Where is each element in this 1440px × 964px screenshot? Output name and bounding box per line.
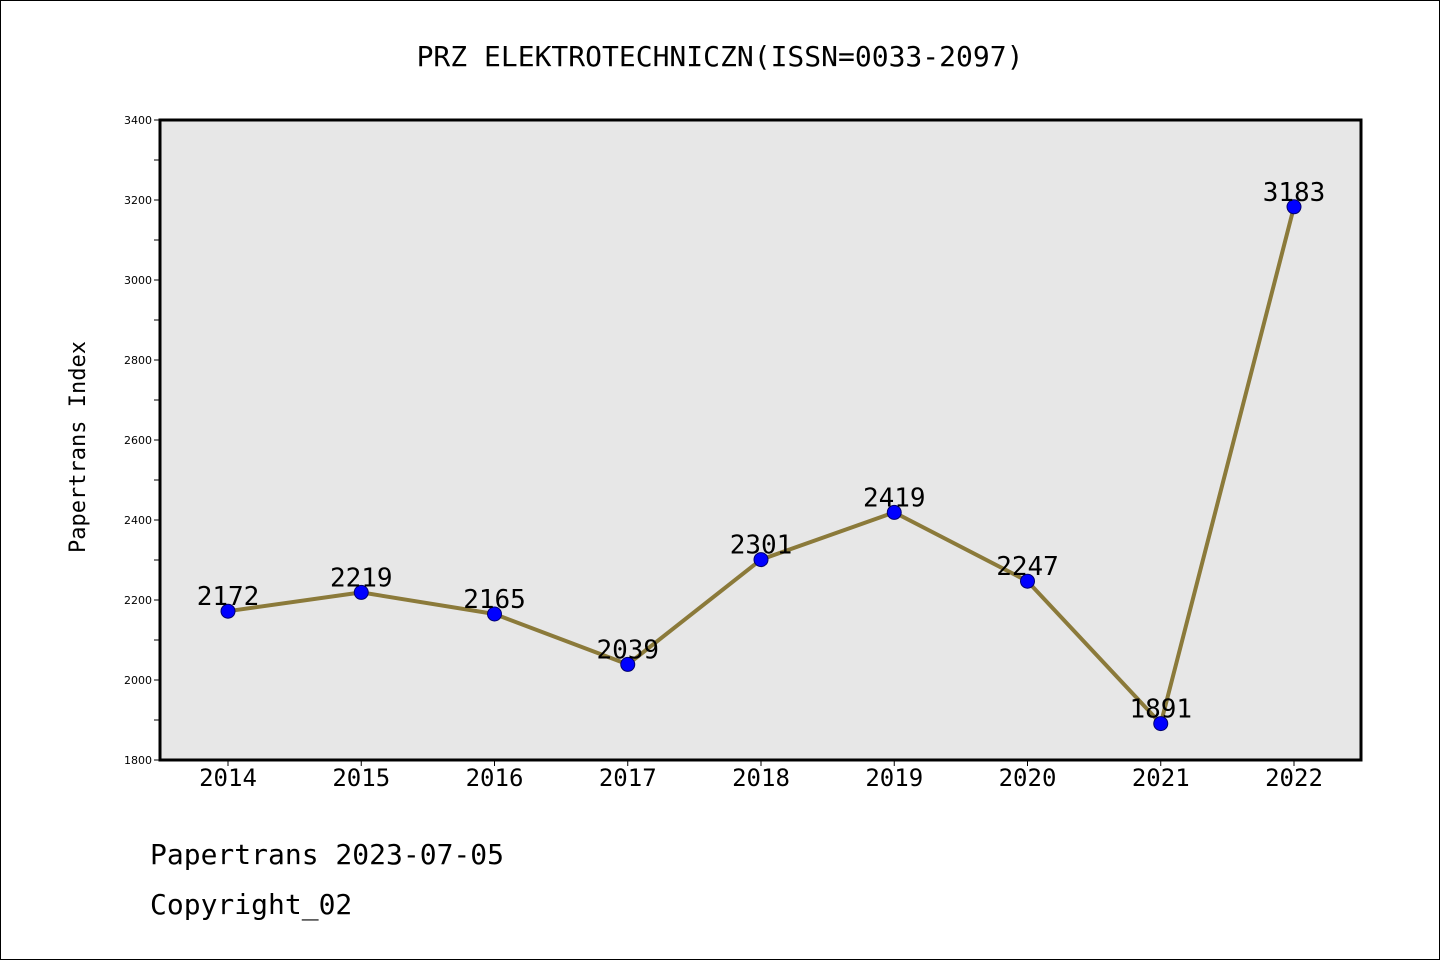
y-tick-label: 2400 — [124, 514, 152, 527]
data-point — [1286, 199, 1302, 215]
data-label: 2301 — [730, 531, 793, 561]
x-tick-label: 2014 — [199, 764, 257, 792]
footer-source: Papertrans 2023-07-05 — [150, 838, 504, 871]
data-label: 2247 — [996, 552, 1059, 582]
data-point — [487, 606, 502, 622]
data-point — [1153, 716, 1169, 732]
data-point — [886, 504, 902, 520]
data-label: 2165 — [463, 585, 526, 615]
data-point — [753, 552, 769, 568]
y-tick-label: 2200 — [124, 594, 152, 607]
chart-title: PRZ ELEKTROTECHNICZN(ISSN=0033-2097) — [417, 40, 1024, 73]
footer-copyright: Copyright_02 — [150, 888, 352, 922]
y-tick-label: 3400 — [124, 114, 152, 127]
plot-area — [158, 118, 1363, 762]
data-labels: 2172 2219 2165 2039 2301 2419 2247 1891 3183 — [197, 178, 1326, 725]
data-point — [220, 603, 236, 619]
x-tick-label: 2021 — [1132, 764, 1190, 792]
x-tick-label: 2018 — [732, 764, 790, 792]
x-tick-label: 2016 — [466, 764, 524, 792]
y-axis-label: Papertrans Index — [66, 341, 91, 553]
x-tick-label: 2015 — [332, 764, 390, 792]
y-tick-label: 2000 — [124, 674, 152, 687]
data-point — [1020, 573, 1035, 589]
data-point — [620, 656, 636, 672]
data-label: 2219 — [330, 563, 393, 593]
x-tick-label: 2019 — [865, 764, 923, 792]
x-tick-label: 2022 — [1265, 764, 1323, 792]
data-point — [353, 584, 369, 600]
data-label: 1891 — [1129, 695, 1192, 725]
data-label: 2039 — [596, 635, 659, 665]
data-markers — [220, 199, 1302, 732]
data-label: 3183 — [1263, 178, 1326, 208]
x-tick-label: 2017 — [599, 764, 657, 792]
x-tick-label: 2020 — [999, 764, 1057, 792]
y-tick-label: 1800 — [124, 754, 152, 767]
y-tick-label: 3200 — [124, 194, 152, 207]
y-tick-label: 3000 — [124, 274, 152, 287]
y-tick-label: 2600 — [124, 434, 152, 447]
y-axis: 1800 2000 2200 2400 2600 2800 3000 3200 3400 — [124, 114, 160, 767]
y-tick-label: 2800 — [124, 354, 152, 367]
data-label: 2419 — [863, 483, 926, 513]
x-axis: 2014 2015 2016 2017 2018 2019 2020 2021 2022 — [199, 760, 1323, 792]
data-label: 2172 — [197, 582, 260, 612]
